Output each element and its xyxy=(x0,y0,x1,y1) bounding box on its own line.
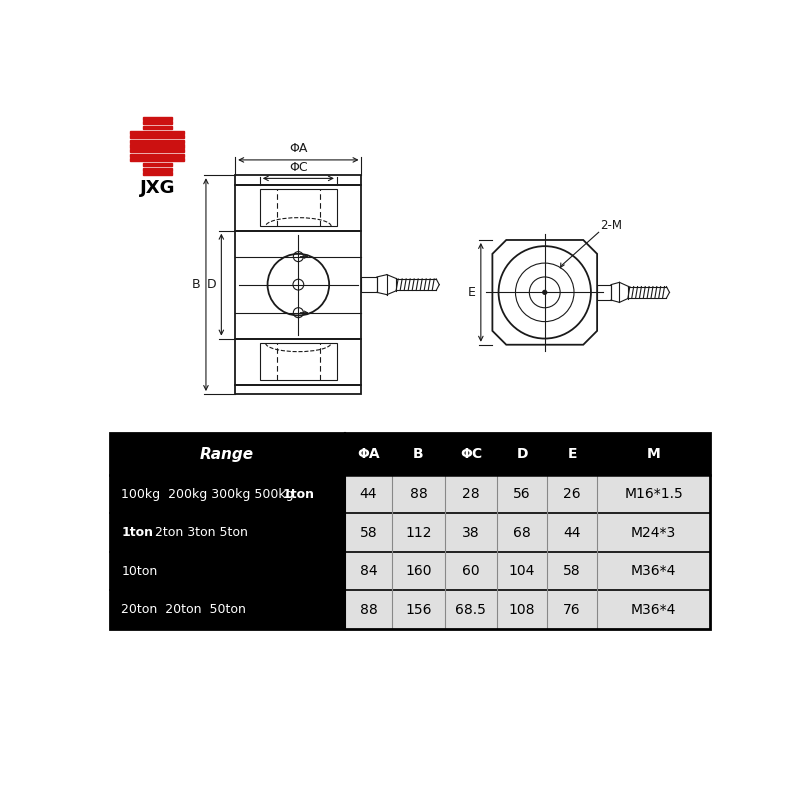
Bar xyxy=(345,475,710,514)
Bar xyxy=(110,434,710,475)
Text: ΦC: ΦC xyxy=(460,447,482,461)
Text: 156: 156 xyxy=(406,602,432,617)
Text: M: M xyxy=(647,447,661,461)
Text: B: B xyxy=(413,447,424,461)
Text: 58: 58 xyxy=(563,564,581,578)
Text: 58: 58 xyxy=(360,526,378,539)
Bar xyxy=(345,514,710,552)
Bar xyxy=(143,117,172,120)
Text: B: B xyxy=(192,278,201,291)
Bar xyxy=(260,343,337,380)
Bar xyxy=(235,385,362,394)
Bar xyxy=(143,167,172,170)
Bar xyxy=(130,140,184,143)
Text: E: E xyxy=(467,286,475,299)
Text: 76: 76 xyxy=(563,602,581,617)
Text: ΦA: ΦA xyxy=(357,447,380,461)
Text: E: E xyxy=(567,447,577,461)
Text: 84: 84 xyxy=(360,564,378,578)
Bar xyxy=(260,189,337,226)
Text: 10ton: 10ton xyxy=(122,565,158,578)
Text: 2-M: 2-M xyxy=(600,219,622,232)
Bar xyxy=(345,552,710,590)
Text: 88: 88 xyxy=(359,602,378,617)
Text: ΦC: ΦC xyxy=(289,161,308,174)
Text: 112: 112 xyxy=(406,526,432,539)
Text: 20ton  20ton  50ton: 20ton 20ton 50ton xyxy=(122,603,246,616)
Text: 1ton: 1ton xyxy=(283,487,315,501)
Text: M36*4: M36*4 xyxy=(631,564,676,578)
Bar xyxy=(235,338,362,385)
Text: 160: 160 xyxy=(406,564,432,578)
Text: 100kg  200kg 300kg 500kg: 100kg 200kg 300kg 500kg xyxy=(122,487,298,501)
Text: 68.5: 68.5 xyxy=(455,602,486,617)
Text: M16*1.5: M16*1.5 xyxy=(624,487,683,501)
Text: 108: 108 xyxy=(509,602,535,617)
Bar xyxy=(235,230,362,338)
Text: 2ton 3ton 5ton: 2ton 3ton 5ton xyxy=(150,526,247,539)
Bar xyxy=(130,145,184,147)
Text: 38: 38 xyxy=(462,526,480,539)
Text: D: D xyxy=(207,278,217,291)
Bar xyxy=(235,185,362,230)
Bar xyxy=(110,434,710,629)
Text: 88: 88 xyxy=(410,487,427,501)
Text: 1ton: 1ton xyxy=(122,526,154,539)
Text: 68: 68 xyxy=(513,526,531,539)
Text: JXG: JXG xyxy=(140,179,175,197)
Bar xyxy=(110,514,345,552)
Bar xyxy=(143,172,172,175)
Text: 60: 60 xyxy=(462,564,480,578)
Text: 28: 28 xyxy=(462,487,480,501)
Bar xyxy=(362,277,377,292)
Text: M24*3: M24*3 xyxy=(631,526,676,539)
Bar xyxy=(110,475,345,514)
Bar xyxy=(235,175,362,185)
Text: 26: 26 xyxy=(563,487,581,501)
Circle shape xyxy=(543,290,546,294)
Text: 44: 44 xyxy=(360,487,377,501)
Bar xyxy=(130,130,184,134)
Bar xyxy=(110,552,345,590)
Bar xyxy=(143,126,172,129)
Bar xyxy=(345,590,710,629)
Text: 44: 44 xyxy=(563,526,581,539)
Bar xyxy=(143,163,172,166)
Text: Range: Range xyxy=(200,446,254,462)
Text: 104: 104 xyxy=(509,564,535,578)
Text: D: D xyxy=(516,447,528,461)
Bar xyxy=(130,154,184,157)
Text: ΦA: ΦA xyxy=(289,142,307,154)
Text: 56: 56 xyxy=(514,487,531,501)
Bar xyxy=(597,285,611,300)
Text: M36*4: M36*4 xyxy=(631,602,676,617)
Bar xyxy=(130,149,184,152)
Bar xyxy=(143,122,172,125)
Bar xyxy=(130,158,184,162)
Bar xyxy=(110,590,345,629)
Bar xyxy=(130,135,184,138)
